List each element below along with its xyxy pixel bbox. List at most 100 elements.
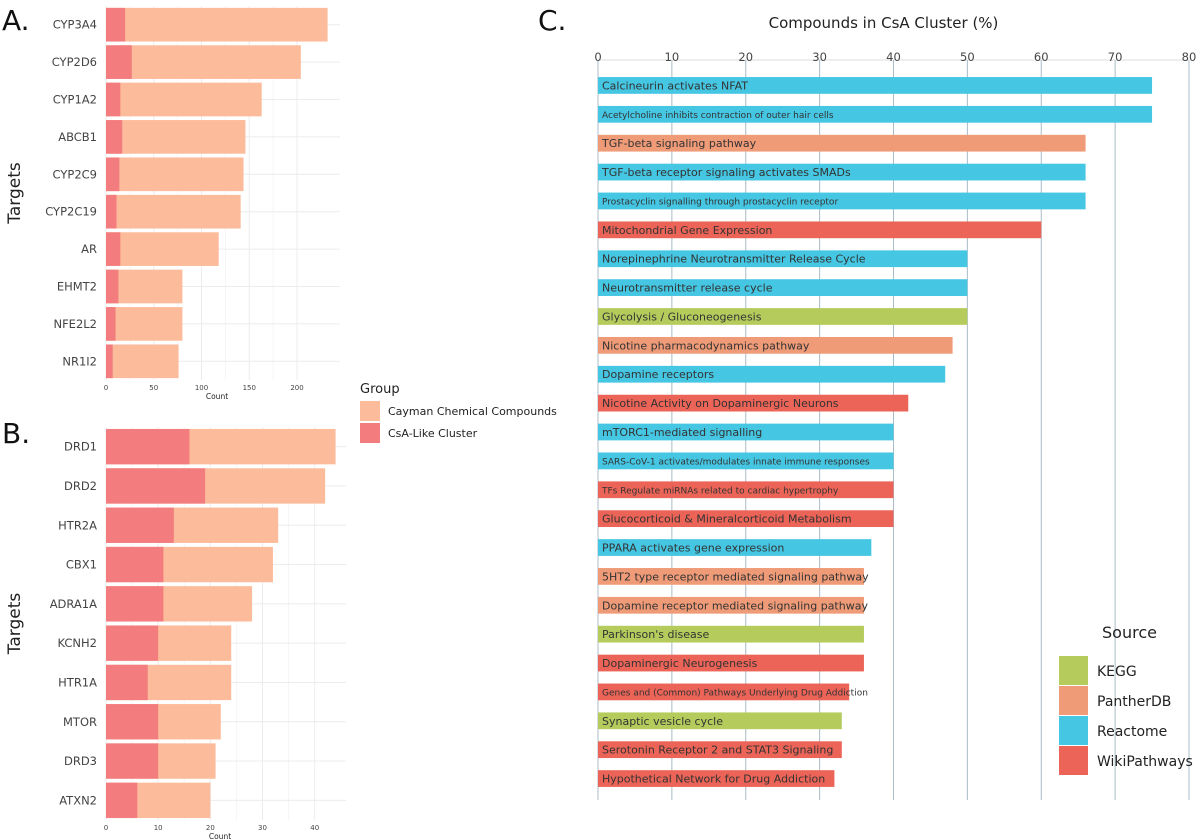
group-legend: Group Cayman Chemical Compounds CsA-Like C… xyxy=(360,382,557,443)
y-tick-label: DRD3 xyxy=(64,754,97,768)
x-tick-label: 80 xyxy=(1182,50,1197,64)
y-tick-label: CYP2D6 xyxy=(52,55,97,69)
bar xyxy=(598,539,872,556)
bar-label: TFs Regulate miRNAs related to cardiac h… xyxy=(601,486,839,496)
bar-label: Nicotine pharmacodynamics pathway xyxy=(602,339,810,352)
bar-label: Hypothetical Network for Drug Addiction xyxy=(602,773,825,786)
bar-label: SARS-CoV-1 activates/modulates innate im… xyxy=(602,457,870,467)
bar xyxy=(598,134,1086,152)
bar-csa-like xyxy=(106,120,123,154)
y-tick-label: ADRA1A xyxy=(50,597,97,611)
x-tick-label: 0 xyxy=(104,384,108,392)
bar-csa-like xyxy=(106,782,138,819)
bar xyxy=(598,394,909,412)
x-tick-label: 10 xyxy=(665,50,680,64)
y-tick-label: NFE2L2 xyxy=(53,317,97,331)
bar-label: Acetylcholine inhibits contraction of ou… xyxy=(602,111,834,121)
panel-letter-b: B. xyxy=(2,417,30,450)
bar-csa-like xyxy=(106,194,117,229)
bar-csa-like xyxy=(106,428,190,465)
x-tick-label: 0 xyxy=(104,824,108,832)
panel-letter-a: A. xyxy=(2,4,30,37)
y-tick-label: CYP3A4 xyxy=(53,18,97,32)
bar-cayman xyxy=(106,194,241,229)
bar-csa-like xyxy=(106,704,159,740)
y-tick-label: HTR1A xyxy=(58,675,97,689)
legend-label: WikiPathways xyxy=(1097,754,1193,770)
y-tick-label: CYP1A2 xyxy=(53,93,97,107)
chart-title: Compounds in CsA Cluster (%) xyxy=(769,14,999,32)
y-tick-label: DRD2 xyxy=(64,479,97,493)
bar-label: Glucocorticoid & Mineralcorticoid Metabo… xyxy=(602,513,852,526)
bar-label: 5HT2 type receptor mediated signaling pa… xyxy=(602,570,869,583)
y-axis-title: Targets xyxy=(5,593,25,656)
legend-label: Cayman Chemical Compounds xyxy=(388,405,557,418)
bar-label: Dopamine receptor mediated signaling pat… xyxy=(602,599,868,612)
bar-csa-like xyxy=(106,625,159,661)
legend-label: PantherDB xyxy=(1097,694,1171,710)
y-tick-label: DRD1 xyxy=(64,440,97,454)
bar-label: TGF-beta signaling pathway xyxy=(601,137,757,150)
bar-csa-like xyxy=(106,7,126,42)
bar-label: TGF-beta receptor signaling activates SM… xyxy=(601,166,851,179)
bar-label: Nicotine Activity on Dopaminergic Neuron… xyxy=(602,397,839,410)
x-tick-label: 50 xyxy=(149,384,158,392)
bar-cayman xyxy=(106,120,246,154)
x-tick-label: 0 xyxy=(594,50,601,64)
y-tick-label: NR1I2 xyxy=(62,354,97,368)
bar-label: Genes and (Common) Pathways Underlying D… xyxy=(602,688,868,698)
bar-cayman xyxy=(106,307,183,341)
bar-cayman xyxy=(106,7,328,42)
y-tick-label: ATXN2 xyxy=(59,793,97,807)
bar-label: mTORC1-mediated signalling xyxy=(602,426,762,439)
y-tick-label: KCNH2 xyxy=(57,636,97,650)
bar xyxy=(598,741,842,759)
bar xyxy=(598,452,894,470)
bar xyxy=(598,279,968,296)
x-tick-label: 40 xyxy=(310,824,319,832)
bar xyxy=(598,221,1042,239)
bar xyxy=(598,712,842,730)
bar-csa-like xyxy=(106,468,206,504)
bar-csa-like xyxy=(106,344,113,379)
bar xyxy=(598,250,968,268)
bar xyxy=(598,423,894,441)
legend-label: Reactome xyxy=(1097,724,1167,740)
x-tick-label: 200 xyxy=(290,384,303,392)
bar xyxy=(598,105,1153,123)
y-tick-label: CBX1 xyxy=(66,558,97,572)
y-tick-label: EHMT2 xyxy=(57,280,97,294)
bar-csa-like xyxy=(106,307,116,341)
bar-csa-like xyxy=(106,45,132,79)
x-tick-label: 20 xyxy=(206,824,215,832)
source-legend: Source KEGG PantherDB Reactome WikiPathways xyxy=(1059,623,1193,775)
y-tick-label: CYP2C9 xyxy=(53,167,97,181)
bar xyxy=(598,568,864,585)
bar xyxy=(598,654,864,672)
bar-cayman xyxy=(106,82,262,117)
bar-label: Synaptic vesicle cycle xyxy=(602,715,723,728)
x-tick-label: 60 xyxy=(1034,50,1049,64)
bar xyxy=(598,683,850,701)
bar-label: Norepinephrine Neurotransmitter Release … xyxy=(602,253,866,266)
bar-label: Mitochondrial Gene Expression xyxy=(602,224,772,237)
legend-swatch-kegg xyxy=(1059,656,1088,685)
legend-title: Source xyxy=(1102,623,1157,642)
bar-csa-like xyxy=(106,232,121,266)
bar-label: Parkinson's disease xyxy=(602,628,709,641)
y-tick-label: HTR2A xyxy=(58,518,97,532)
bar-csa-like xyxy=(106,507,174,543)
bar-label: Serotonin Receptor 2 and STAT3 Signaling xyxy=(602,744,833,757)
bar xyxy=(598,770,835,787)
panel-letter-c: C. xyxy=(538,4,566,37)
bar-csa-like xyxy=(106,82,121,117)
panel-c-chart: Compounds in CsA Cluster (%) 0 10 20 30 40 50 6… xyxy=(594,14,1196,800)
y-tick-label: MTOR xyxy=(63,715,97,729)
legend-title: Group xyxy=(360,382,400,397)
bar-cayman xyxy=(106,157,244,192)
x-axis-title: Count xyxy=(206,392,228,401)
bar xyxy=(598,163,1086,181)
x-tick-label: 100 xyxy=(195,384,208,392)
legend-swatch-cayman xyxy=(360,401,380,421)
bar xyxy=(598,510,894,528)
